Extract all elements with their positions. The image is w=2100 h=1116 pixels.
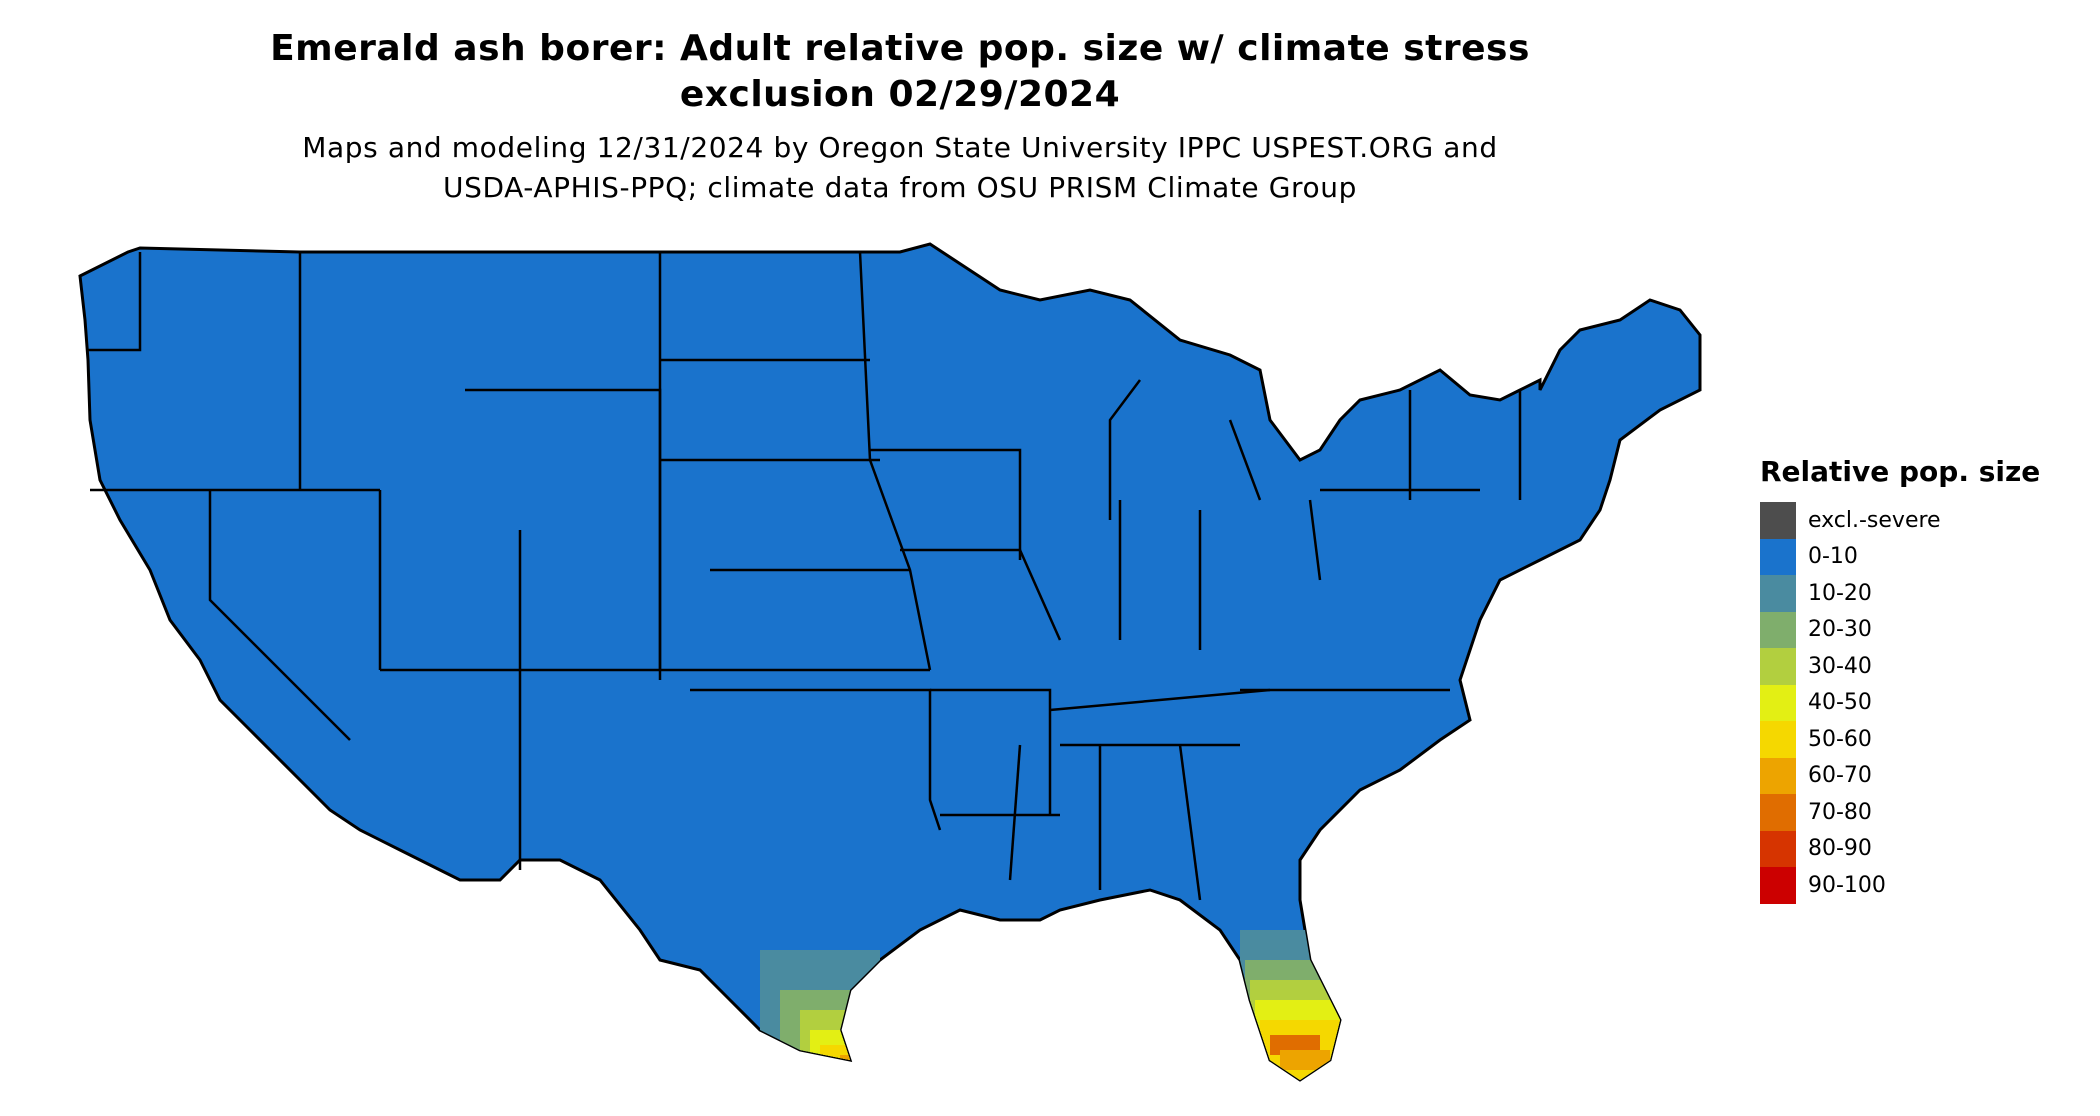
state-line-west-4 [208,490,351,741]
subtitle-line-1: Maps and modeling 12/31/2024 by Oregon S… [302,131,1498,164]
state-line-east-3 [1308,499,1322,581]
legend-items: excl.-severe 0-10 10-20 20-30 30-40 40-50 50-6… [1760,502,2080,904]
state-line-plains-5 [690,688,942,831]
legend-swatch [1760,502,1796,539]
legend-swatch [1760,538,1796,575]
legend-item: 40-50 [1760,684,2080,721]
legend-label: 20-30 [1808,617,1872,643]
legend-item: 90-100 [1760,867,2080,904]
florida-zone-60-70 [1280,1050,1330,1070]
state-line-south-3 [1008,744,1022,881]
texas-zone-60-70 [840,1055,880,1070]
legend-item: 70-80 [1760,794,2080,831]
legend-swatch [1760,684,1796,721]
legend-item: 50-60 [1760,721,2080,758]
state-line-central-3 [930,688,1052,815]
legend-item: 0-10 [1760,538,2080,575]
map-subtitle: Maps and modeling 12/31/2024 by Oregon S… [0,128,1800,208]
legend-swatch [1760,611,1796,648]
title-line-2: exclusion 02/29/2024 [679,74,1121,115]
title-line-1: Emerald ash borer: Adult relative pop. s… [270,28,1530,69]
legend-swatch [1760,648,1796,685]
legend-label: excl.-severe [1808,507,1941,533]
state-line-south-5 [1178,744,1202,901]
legend-title: Relative pop. size [1760,455,2041,488]
legend-item: 10-20 [1760,575,2080,612]
legend-label: 0-10 [1808,544,1858,570]
state-line-south-1 [1049,688,1271,712]
state-line-plains-6 [858,251,932,671]
map-fill [78,242,1702,1082]
legend-label: 90-100 [1808,872,1886,898]
legend-label: 50-60 [1808,726,1872,752]
legend: Relative pop. size excl.-severe 0-10 10-20… [1760,454,2080,904]
legend-label: 70-80 [1808,799,1872,825]
legend-label: 80-90 [1808,836,1872,862]
legend-item: 80-90 [1760,830,2080,867]
legend-swatch [1760,575,1796,612]
state-line-central-1 [870,448,1022,560]
state-line-west-1 [88,252,142,352]
legend-label: 10-20 [1808,580,1872,606]
legend-item: 60-70 [1760,757,2080,794]
legend-swatch [1760,867,1796,904]
state-line-great-lakes-1 [1108,379,1141,520]
legend-item: 30-40 [1760,648,2080,685]
subtitle-line-2: USDA-APHIS-PPQ; climate data from OSU PR… [443,171,1357,204]
state-boundaries [88,251,1522,901]
legend-label: 40-50 [1808,690,1872,716]
legend-item: excl.-severe [1760,502,2080,539]
state-line-central-2 [900,548,1062,641]
legend-label: 60-70 [1808,763,1872,789]
legend-swatch [1760,721,1796,758]
legend-swatch [1760,794,1796,831]
legend-label: 30-40 [1808,653,1872,679]
state-line-great-lakes-2 [1228,419,1262,501]
map-title: Emerald ash borer: Adult relative pop. s… [0,26,1800,118]
legend-swatch [1760,757,1796,794]
legend-item: 20-30 [1760,611,2080,648]
us-base-fill [78,242,1702,1082]
legend-swatch [1760,830,1796,867]
